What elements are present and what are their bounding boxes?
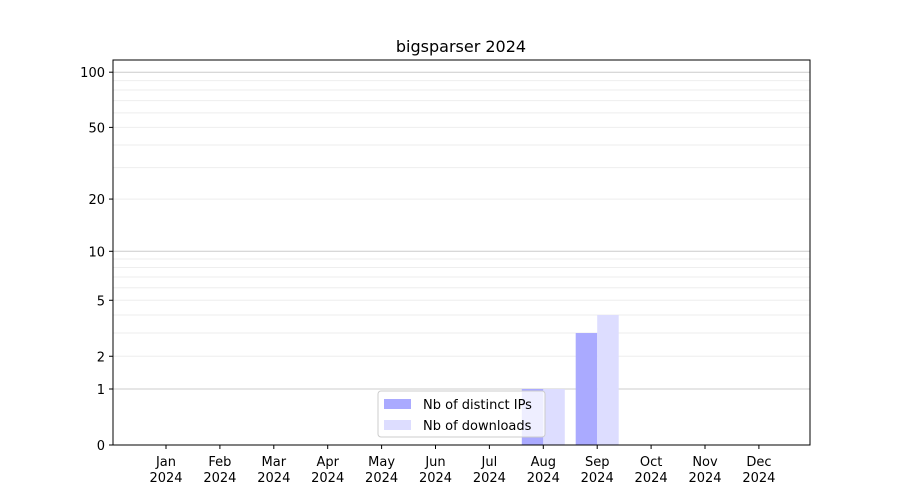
x-tick-label-line: Feb xyxy=(208,455,231,470)
x-tick-label-line: Aug xyxy=(531,455,556,470)
x-tick-label-line: Jan xyxy=(155,455,176,470)
x-tick-label-line: 2024 xyxy=(742,471,775,486)
bar-downloads xyxy=(597,314,619,445)
chart-title: bigsparser 2024 xyxy=(396,37,526,56)
x-tick-label-line: Mar xyxy=(262,455,287,470)
legend-label: Nb of distinct IPs xyxy=(423,398,532,413)
x-tick-label: May 2024 xyxy=(365,455,398,486)
x-tick-label: Feb 2024 xyxy=(203,455,236,486)
y-tick-label: 1 xyxy=(97,383,105,398)
x-tick-label-line: Apr xyxy=(316,455,339,470)
plot-frame xyxy=(112,59,811,446)
y-tick-label: 50 xyxy=(88,121,105,136)
legend-swatch xyxy=(384,399,411,409)
legend-label: Nb of downloads xyxy=(423,419,532,434)
x-tick-label: Oct 2024 xyxy=(635,455,668,486)
x-tick-label: Jun 2024 xyxy=(419,455,452,486)
x-tick-label-line: Dec xyxy=(746,455,771,470)
y-tick-label: 10 xyxy=(88,245,105,260)
x-tick-label-line: 2024 xyxy=(581,471,614,486)
x-tick-label-line: Jul xyxy=(481,455,498,470)
x-tick-label-line: 2024 xyxy=(635,471,668,486)
x-tick-label: Jul 2024 xyxy=(473,455,506,486)
x-tick-label-line: 2024 xyxy=(149,471,182,486)
x-tick-label: Mar 2024 xyxy=(257,455,290,486)
x-tick-label-line: 2024 xyxy=(419,471,452,486)
x-tick-label-line: 2024 xyxy=(688,471,721,486)
legend: Nb of distinct IPs Nb of downloads xyxy=(377,390,546,438)
x-tick-label: Jan 2024 xyxy=(149,455,182,486)
x-tick-label-line: Oct xyxy=(640,455,662,470)
y-tick-label: 2 xyxy=(97,350,105,365)
x-tick-label: Dec 2024 xyxy=(742,455,775,486)
x-tick-label-line: 2024 xyxy=(527,471,560,486)
x-tick-label: Sep 2024 xyxy=(581,455,614,486)
x-tick-label-line: 2024 xyxy=(473,471,506,486)
x-tick-label-line: 2024 xyxy=(257,471,290,486)
x-tick-label-line: 2024 xyxy=(311,471,344,486)
y-tick-label: 100 xyxy=(80,66,105,81)
x-tick-label-line: May xyxy=(368,455,395,470)
bar-ips xyxy=(575,333,598,445)
x-tick-label-line: 2024 xyxy=(203,471,236,486)
legend-box xyxy=(377,390,546,438)
x-tick-label-line: Jun xyxy=(424,455,445,470)
y-tick-label: 5 xyxy=(97,294,105,309)
y-tick-label: 20 xyxy=(88,193,105,208)
x-tick-label: Aug 2024 xyxy=(527,455,560,486)
y-tick-label: 0 xyxy=(97,439,105,454)
x-tick-label: Apr 2024 xyxy=(311,455,344,486)
legend-swatch xyxy=(384,420,411,430)
bar-downloads xyxy=(543,389,565,445)
x-tick-label-line: Nov xyxy=(692,455,718,470)
x-tick-label-line: Sep xyxy=(585,455,610,470)
x-tick-label: Nov 2024 xyxy=(688,455,721,486)
x-tick-label-line: 2024 xyxy=(365,471,398,486)
